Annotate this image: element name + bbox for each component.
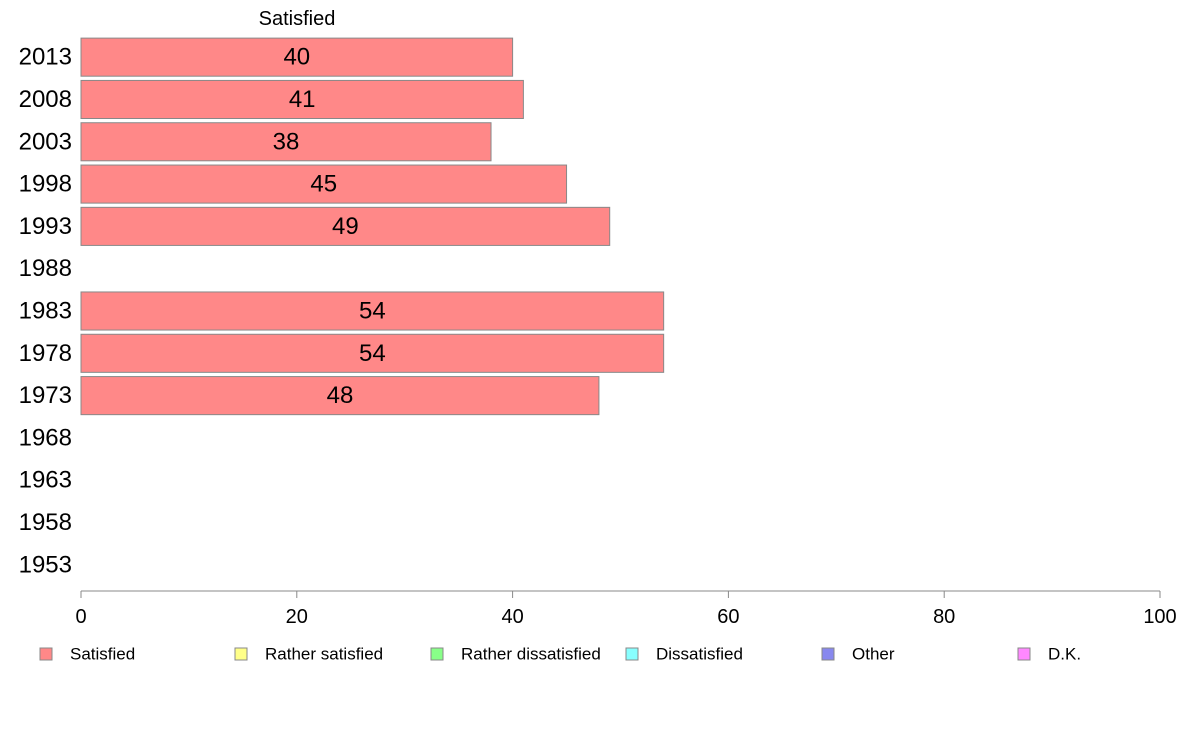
category-label: 1988 xyxy=(19,255,72,282)
bar xyxy=(80,79,524,120)
x-tick-label: 60 xyxy=(717,606,739,628)
legend-label: Other xyxy=(852,645,895,664)
data-label: 54 xyxy=(359,298,386,325)
bar xyxy=(80,333,665,373)
x-tick-label: 20 xyxy=(286,606,308,628)
legend-label: D.K. xyxy=(1048,645,1081,664)
category-label: 1993 xyxy=(19,213,72,240)
category-label: 1998 xyxy=(19,171,72,198)
legend-swatch xyxy=(625,647,639,661)
data-label: 45 xyxy=(310,171,337,198)
legend-label: Satisfied xyxy=(70,645,135,664)
category-label: 1973 xyxy=(19,382,72,409)
data-label: 38 xyxy=(273,128,300,155)
category-label: 2013 xyxy=(19,44,72,71)
bar xyxy=(80,206,611,246)
legend-swatch xyxy=(234,647,248,661)
legend: Satisfied Rather satisfied Rather dissatis… xyxy=(39,645,1081,664)
category-label: 1958 xyxy=(19,509,72,536)
category-label: 1953 xyxy=(19,551,72,578)
x-tick-label: 40 xyxy=(501,606,523,628)
series-header: Satisfied xyxy=(259,8,336,30)
bar xyxy=(80,37,514,77)
category-label: 2003 xyxy=(19,128,72,155)
category-label: 1978 xyxy=(19,340,72,367)
bar xyxy=(80,291,665,331)
legend-swatch xyxy=(430,647,444,661)
data-label: 41 xyxy=(289,86,316,113)
x-tick-label: 0 xyxy=(75,606,86,628)
data-label: 49 xyxy=(332,213,359,240)
data-label: 40 xyxy=(283,44,310,71)
category-labels: 2013 2008 2003 1998 1993 1988 1983 1978 1973 1968… xyxy=(19,44,72,579)
category-label: 1963 xyxy=(19,467,72,494)
legend-swatch xyxy=(821,647,835,661)
x-tick-label: 100 xyxy=(1143,606,1176,628)
category-label: 1983 xyxy=(19,298,72,325)
category-label: 1968 xyxy=(19,424,72,451)
legend-label: Rather dissatisfied xyxy=(461,645,601,664)
bar xyxy=(80,164,568,204)
data-label: 54 xyxy=(359,340,386,367)
bar xyxy=(80,376,600,416)
legend-swatch xyxy=(39,647,53,661)
legend-swatch xyxy=(1017,647,1031,661)
category-label: 2008 xyxy=(19,86,72,113)
legend-label: Dissatisfied xyxy=(656,645,743,664)
legend-label: Rather satisfied xyxy=(265,645,383,664)
bar xyxy=(80,122,492,162)
x-axis: 0 20 40 60 80 100 xyxy=(75,590,1177,628)
data-label: 48 xyxy=(327,382,354,409)
x-tick-label: 80 xyxy=(933,606,955,628)
